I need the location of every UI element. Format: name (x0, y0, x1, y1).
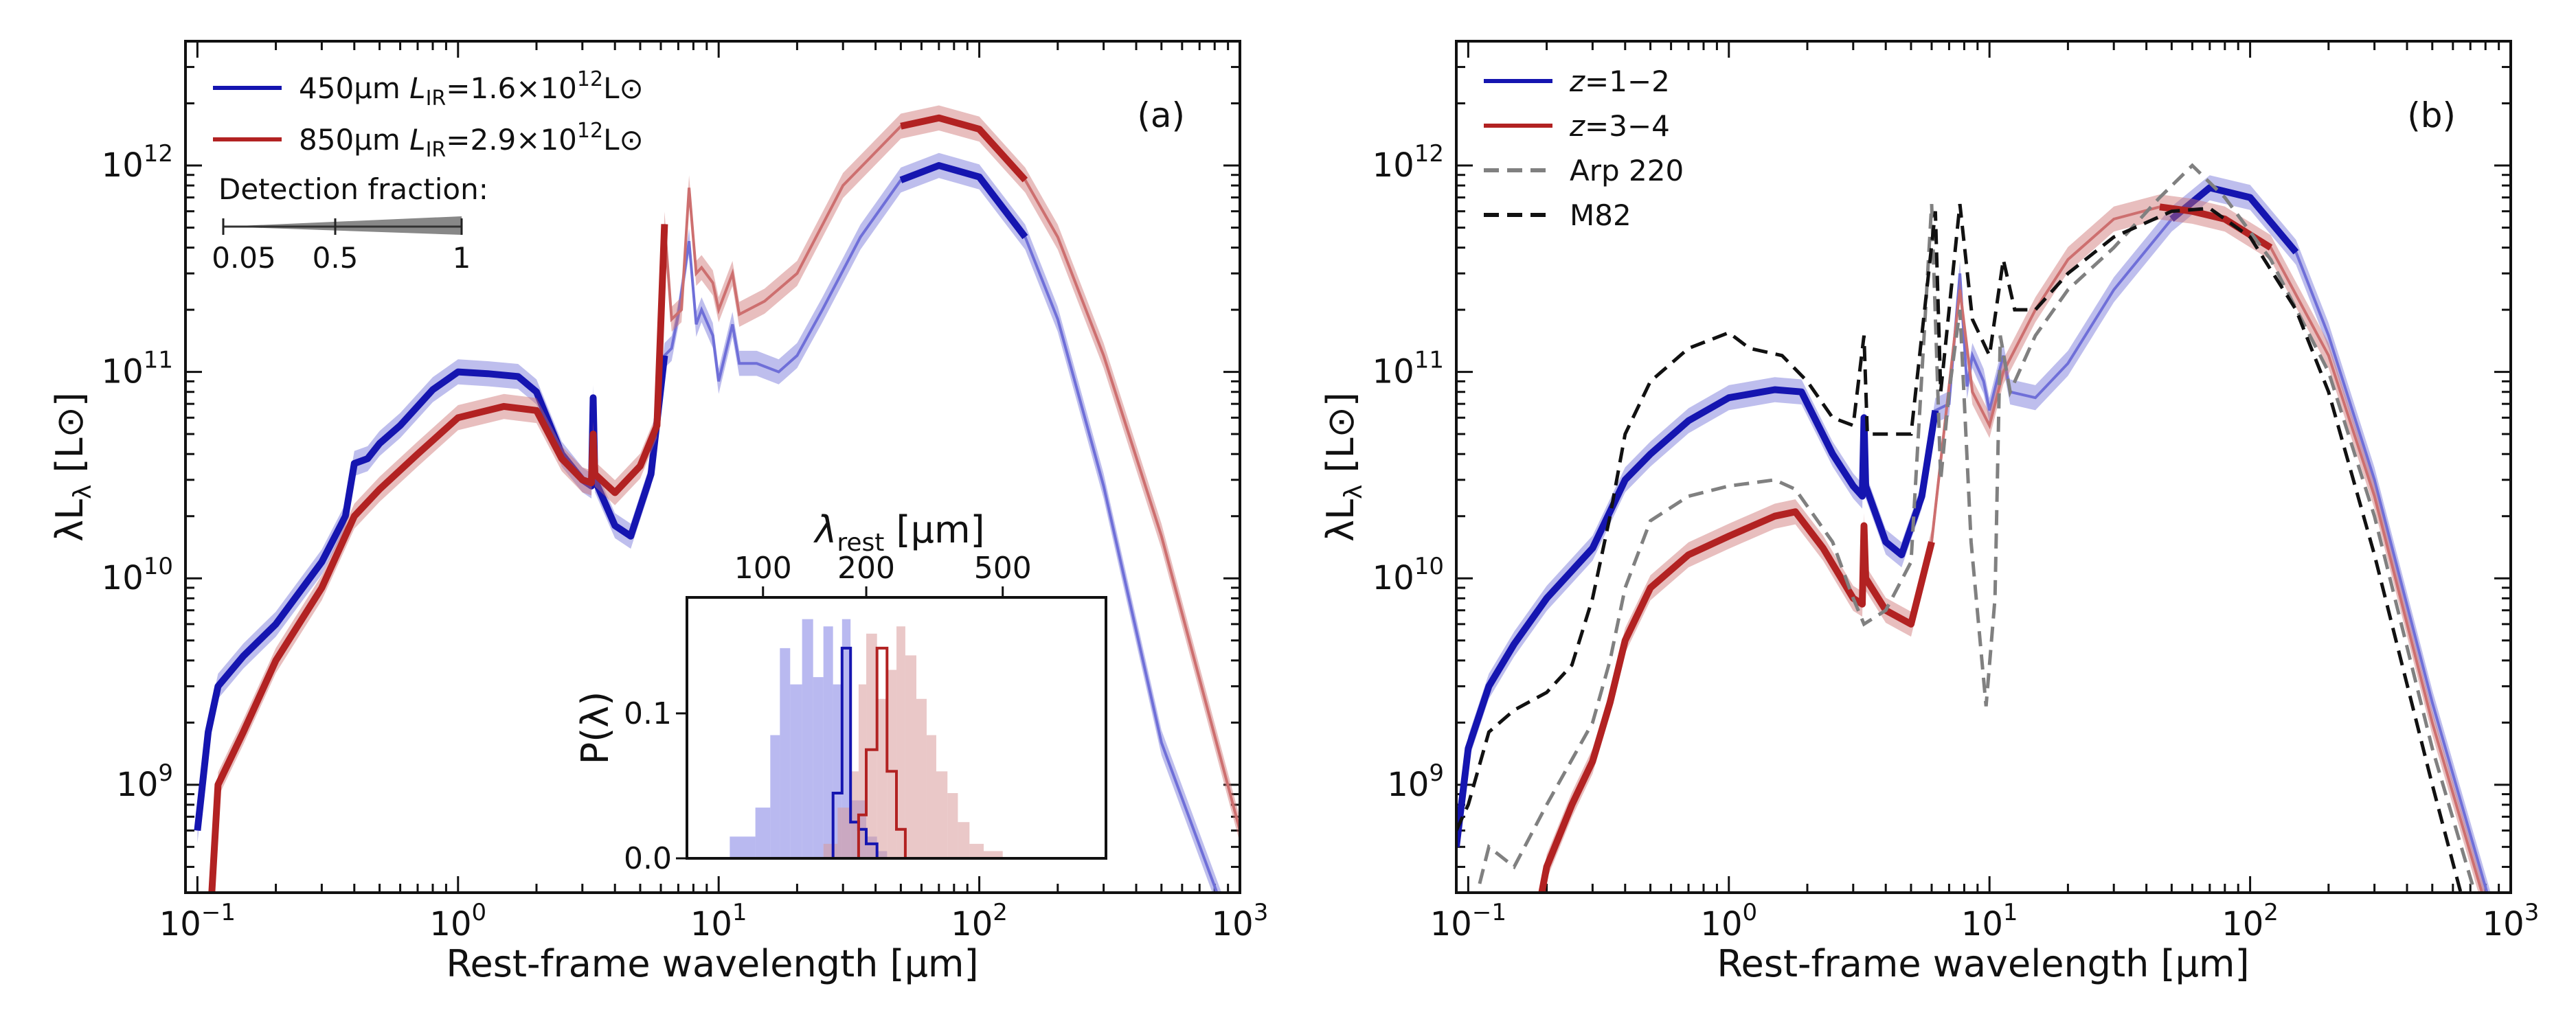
panel-b: 10−1 100 101 102 103 109 1010 1011 1012 (b) λLλ … (1319, 40, 2540, 985)
legend-450-label: 450μm LIR=1.6×1012L⊙ (299, 67, 644, 111)
inset-850-m-all-bar (896, 626, 905, 858)
inset-850-m-all-bar (823, 843, 838, 858)
panel-b-ytick-label: 1010 (1372, 553, 1444, 597)
inset-ytick-label: 0.0 (624, 841, 672, 876)
inset-histogram: 100 200 500 0.0 0.1 λrest [μm] P(λ) (574, 508, 1107, 876)
inset-850-m-all-bar (947, 793, 958, 858)
inset-450-m-all-bar (802, 619, 813, 858)
panel-a-ylabel: λLλ [L⊙] (48, 392, 97, 542)
inset-850-m-all-bar (850, 771, 859, 858)
inset-450-m-all-bar (755, 808, 771, 858)
panel-a-frame (184, 40, 1241, 894)
inset-850-m-all-bar (837, 808, 851, 858)
panel-a-series-450-m-thick (899, 162, 1028, 240)
inset-450-m-all-bar (790, 684, 802, 858)
inset-xtick-label: 200 (837, 551, 895, 586)
inset-850-m-all-bar (936, 771, 948, 858)
panel-a-ytick-label: 109 (116, 759, 173, 804)
panel-a-legend: 450μm LIR=1.6×1012L⊙ 850μm LIR=2.9×1012L… (212, 67, 643, 275)
panel-b-xtick-label: 103 (2483, 899, 2540, 943)
panel-a-xtick-label: 102 (951, 899, 1008, 943)
legend-arp220-label: Arp 220 (1570, 154, 1684, 187)
panel-b-series-z-3-4-band (1539, 194, 2486, 893)
inset-450-m-all-bar (780, 648, 791, 858)
inset-850-m-all-bar (905, 655, 916, 858)
panel-b-series-z-3-4-thick (1538, 508, 1935, 893)
panel-a-letter: (a) (1137, 95, 1185, 135)
panel-b-legend: z=1−2 z=3−4 Arp 220 M82 (1484, 65, 1684, 232)
panel-b-ylabel: λLλ [L⊙] (1319, 392, 1368, 542)
panel-b-series-arp-220 (1476, 163, 2477, 893)
inset-xtick-label: 100 (734, 551, 792, 586)
inset-450-m-all-bar (770, 735, 780, 858)
panel-a-xlabel: Rest-frame wavelength [μm] (446, 942, 978, 985)
panel-a-xtick-label: 103 (1212, 899, 1269, 943)
inset-850-m-all-bar (983, 851, 1003, 858)
inset-850-m-all-bar (887, 670, 897, 858)
inset-850-m-all-bar (877, 698, 888, 858)
inset-850-m-all-bar (916, 698, 927, 858)
inset-850-m-all-bar (858, 684, 867, 858)
panel-b-series-z-1-2-thick (2169, 184, 2299, 255)
panel-b-series-z-1-2-thick (1456, 386, 1939, 847)
panel-a-series-850-m-thick (208, 224, 668, 893)
panel-a-ytick-label: 1012 (102, 140, 173, 185)
inset-bars (730, 619, 1003, 858)
panel-b-ytick-label: 109 (1387, 759, 1444, 804)
inset-450-m-all-bar (813, 677, 824, 858)
svg-text:P(λ): P(λ) (574, 691, 617, 765)
panel-a-xtick-label: 100 (429, 899, 486, 943)
inset-xtick-label: 500 (974, 551, 1032, 586)
legend-z34-label: z=3−4 (1569, 109, 1670, 143)
panel-b-curves (1456, 163, 2491, 893)
panel-b-frame (1455, 40, 2512, 894)
panel-b-series-z-3-4-thick (2159, 203, 2273, 251)
panel-b-ticks: 10−1 100 101 102 103 109 1010 1011 1012 (1372, 40, 2540, 943)
panel-a-curves (194, 105, 1240, 893)
detection-label-1: 1 (453, 241, 471, 275)
panel-b-xtick-label: 102 (2222, 899, 2279, 943)
panel-a-ytick-label: 1010 (102, 553, 173, 597)
svg-text:λLλ [L⊙]: λLλ [L⊙] (1319, 392, 1368, 542)
panel-a-xtick-label: 10−1 (159, 899, 236, 943)
inset-ticks: 100 200 500 0.0 0.1 (624, 551, 1032, 876)
svg-text:λLλ [L⊙]: λLλ [L⊙] (48, 392, 97, 542)
inset-850-m-all-bar (926, 735, 936, 858)
legend-850-label: 850μm LIR=2.9×1012L⊙ (299, 119, 644, 162)
inset-ytick-label: 0.1 (624, 696, 672, 731)
legend-m82-label: M82 (1570, 198, 1631, 232)
panel-a-series-850-m-thick (900, 114, 1028, 183)
panel-b-series-m82 (1456, 203, 2463, 893)
panel-a-xtick-label: 101 (690, 899, 747, 943)
panel-b-series-z-1-2-band (1456, 175, 2491, 893)
panel-b-xtick-label: 101 (1961, 899, 2018, 943)
panel-a-ytick-label: 1011 (102, 347, 173, 391)
inset-xlabel: λrest [μm] (813, 508, 984, 557)
inset-frame (686, 596, 1107, 860)
inset-450-m-detected-step (831, 646, 879, 858)
inset-450-m-all-bar (823, 626, 833, 858)
inset-850-m-all-bar (866, 633, 877, 858)
inset-450-m-all-bar (730, 836, 756, 858)
inset-850-m-all-bar (969, 843, 984, 858)
panel-b-xtick-label: 100 (1700, 899, 1757, 943)
panel-b-xtick-label: 10−1 (1430, 899, 1506, 943)
detection-label-05: 0.5 (313, 241, 359, 275)
panel-b-xlabel: Rest-frame wavelength [μm] (1717, 942, 2249, 985)
detection-label-005: 0.05 (212, 241, 276, 275)
panel-a: 10−1 100 101 102 103 109 1010 1011 1012 (a) λLλ … (48, 40, 1269, 985)
panel-b-letter: (b) (2407, 95, 2456, 135)
panel-b-series-z-1-2-thin (1456, 186, 2489, 893)
panel-a-ticks: 10−1 100 101 102 103 109 1010 1011 1012 (102, 40, 1269, 943)
inset-450-m-all-bar (841, 619, 851, 858)
inset-850-m-all-bar (958, 822, 970, 858)
detection-fraction-title: Detection fraction: (218, 172, 488, 206)
panel-b-ytick-label: 1011 (1372, 347, 1444, 391)
inset-ylabel: P(λ) (574, 691, 617, 765)
panel-b-ytick-label: 1012 (1372, 140, 1444, 185)
inset-850-m-detected-step (857, 646, 907, 858)
legend-z12-label: z=1−2 (1569, 65, 1670, 98)
